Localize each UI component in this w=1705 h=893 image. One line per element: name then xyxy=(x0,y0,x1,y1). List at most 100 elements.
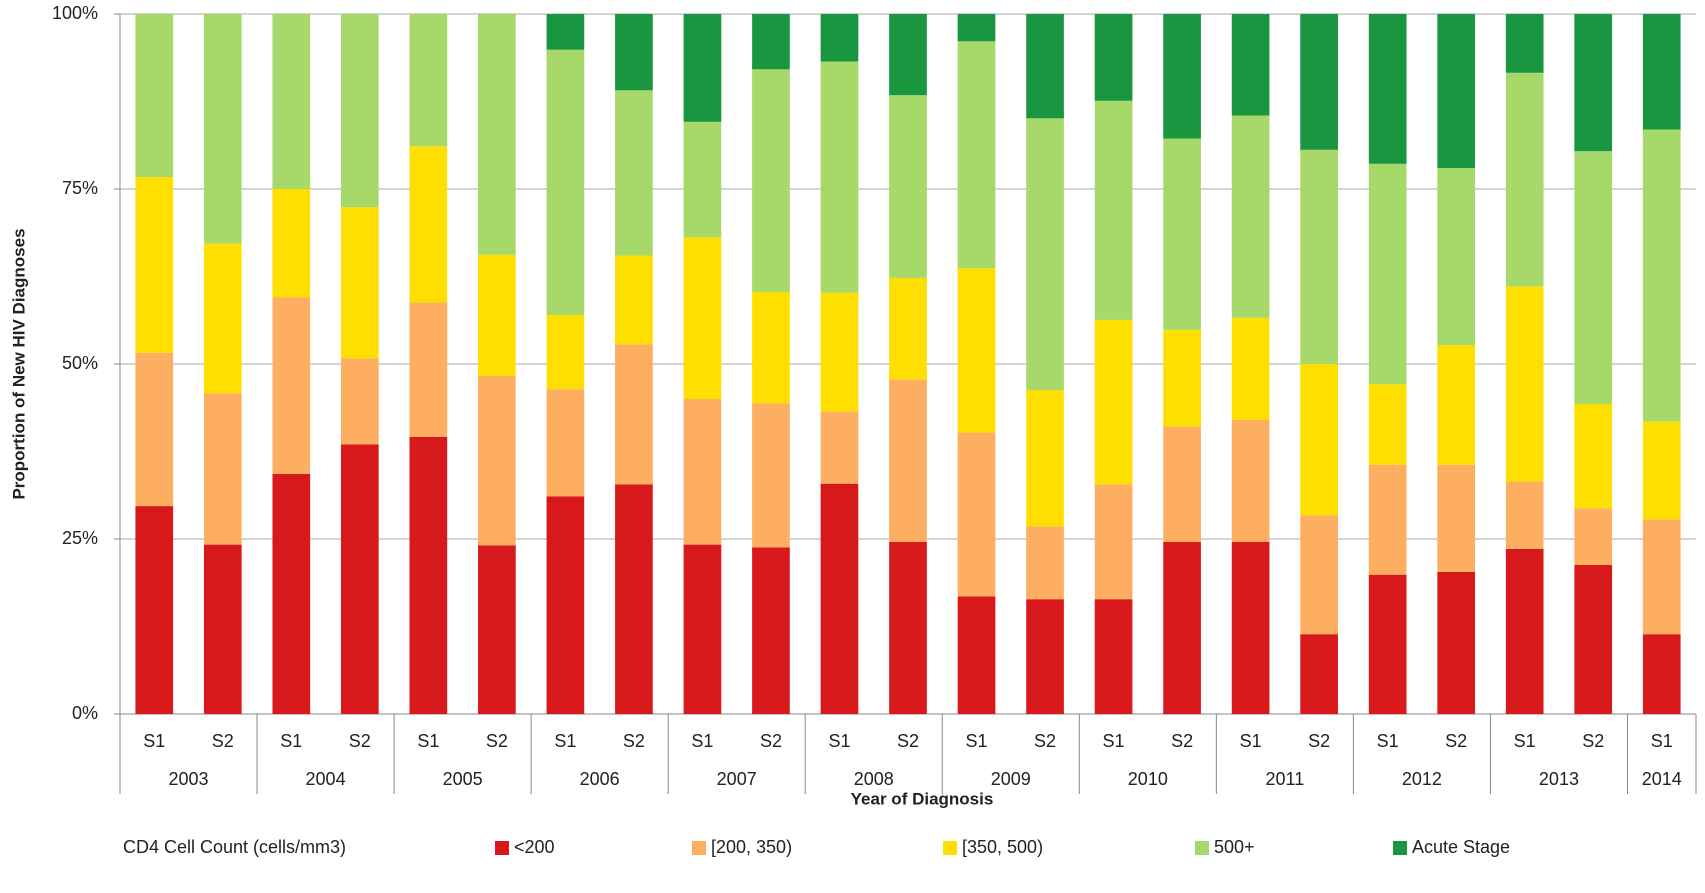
bar-segment xyxy=(340,444,379,714)
group-label: 2010 xyxy=(1128,769,1168,789)
bar-segment xyxy=(1300,14,1338,150)
group-label: 2014 xyxy=(1642,769,1682,789)
bar-segment xyxy=(752,403,790,548)
y-tick-label: 75% xyxy=(62,178,98,198)
bar-segment xyxy=(820,292,859,412)
y-axis-label: Proportion of New HIV Diagnoses xyxy=(9,228,28,499)
bar-segment xyxy=(1505,286,1544,482)
group-label: 2008 xyxy=(854,769,894,789)
bar-segment xyxy=(135,352,174,507)
x-tick-label: S2 xyxy=(760,731,782,751)
group-label: 2009 xyxy=(991,769,1031,789)
legend-swatch xyxy=(943,841,957,855)
bar-segment xyxy=(409,436,448,714)
x-tick-label: S2 xyxy=(1034,731,1056,751)
bar-segment xyxy=(1094,484,1133,600)
bar-segment xyxy=(752,547,790,714)
bar-segment xyxy=(203,243,242,394)
group-label: 2006 xyxy=(580,769,620,789)
legend-label: [350, 500) xyxy=(962,837,1043,857)
bar-segment xyxy=(1368,464,1407,575)
bar-segment xyxy=(203,544,242,714)
bar-segment xyxy=(1163,426,1201,542)
bar-segment xyxy=(820,14,859,62)
bar-segment xyxy=(820,61,859,293)
bar-segment xyxy=(1574,403,1613,509)
bar-segment xyxy=(1642,14,1681,130)
bar-segment xyxy=(615,14,653,91)
bar-segment xyxy=(1026,118,1064,390)
x-tick-label: S2 xyxy=(1171,731,1193,751)
bar-segment xyxy=(615,484,653,714)
bar-segment xyxy=(1163,14,1201,139)
legend-label: Acute Stage xyxy=(1412,837,1510,857)
bar-segment xyxy=(340,358,379,445)
bar-segment xyxy=(272,473,311,714)
bar-segment xyxy=(1026,389,1064,527)
x-tick-label: S2 xyxy=(349,731,371,751)
bar-segment xyxy=(1574,151,1613,404)
bar-segment xyxy=(1300,149,1338,364)
bar-segment xyxy=(1094,14,1133,101)
bar-segment xyxy=(1231,14,1270,116)
x-tick-label: S2 xyxy=(1445,731,1467,751)
bar-segment xyxy=(1094,319,1133,485)
bar-segment xyxy=(752,14,790,70)
legend-swatch xyxy=(495,841,509,855)
bar-segment xyxy=(683,544,722,714)
bar-segment xyxy=(272,297,311,474)
bar-segment xyxy=(957,596,996,714)
bar-segment xyxy=(1231,317,1270,420)
group-label: 2007 xyxy=(717,769,757,789)
y-tick-label: 25% xyxy=(62,528,98,548)
x-tick-label: S1 xyxy=(143,731,165,751)
bar-segment xyxy=(1094,100,1133,320)
bar-segment xyxy=(546,496,585,714)
bar-segment xyxy=(478,545,516,714)
group-label: 2011 xyxy=(1266,769,1305,789)
bar-segment xyxy=(1368,384,1407,465)
bar-segment xyxy=(1300,364,1338,516)
bar-segment xyxy=(203,393,242,545)
bar-segment xyxy=(1642,519,1681,635)
x-tick-label: S1 xyxy=(1514,731,1536,751)
bar-segment xyxy=(820,483,859,714)
bar-segment xyxy=(1505,481,1544,549)
x-tick-label: S2 xyxy=(623,731,645,751)
x-tick-label: S1 xyxy=(1240,731,1262,751)
bar-segment xyxy=(546,315,585,390)
x-tick-label: S2 xyxy=(1582,731,1604,751)
legend-label: 500+ xyxy=(1214,837,1255,857)
bar-segment xyxy=(683,14,722,122)
bar-segment xyxy=(1163,541,1201,714)
bar-segment xyxy=(1574,564,1613,714)
bar-segment xyxy=(1437,14,1476,168)
bar-segment xyxy=(478,254,516,376)
x-tick-label: S1 xyxy=(1377,731,1399,751)
bar-segment xyxy=(1368,574,1407,714)
bar-segment xyxy=(889,541,927,714)
bar-segment xyxy=(752,69,790,292)
bar-segment xyxy=(889,277,927,380)
bar-segment xyxy=(615,90,653,256)
bar-segment xyxy=(409,302,448,437)
bar-segment xyxy=(1163,329,1201,427)
bar-segment xyxy=(615,255,653,345)
group-label: 2005 xyxy=(443,769,483,789)
group-label: 2004 xyxy=(306,769,346,789)
x-tick-label: S2 xyxy=(897,731,919,751)
bar-segment xyxy=(1026,599,1064,714)
legend-swatch xyxy=(1195,841,1209,855)
bar-segment xyxy=(546,389,585,497)
legend-label: [200, 350) xyxy=(711,837,792,857)
bar-segment xyxy=(957,41,996,269)
bar-segment xyxy=(615,344,653,485)
bar-segment xyxy=(546,14,585,50)
bar-segment xyxy=(1437,571,1476,714)
bar-segment xyxy=(478,375,516,546)
bar-segment xyxy=(752,291,790,404)
bar-segment xyxy=(1300,634,1338,714)
x-tick-label: S2 xyxy=(1308,731,1330,751)
bar-segment xyxy=(1163,138,1201,330)
x-tick-label: S1 xyxy=(417,731,439,751)
